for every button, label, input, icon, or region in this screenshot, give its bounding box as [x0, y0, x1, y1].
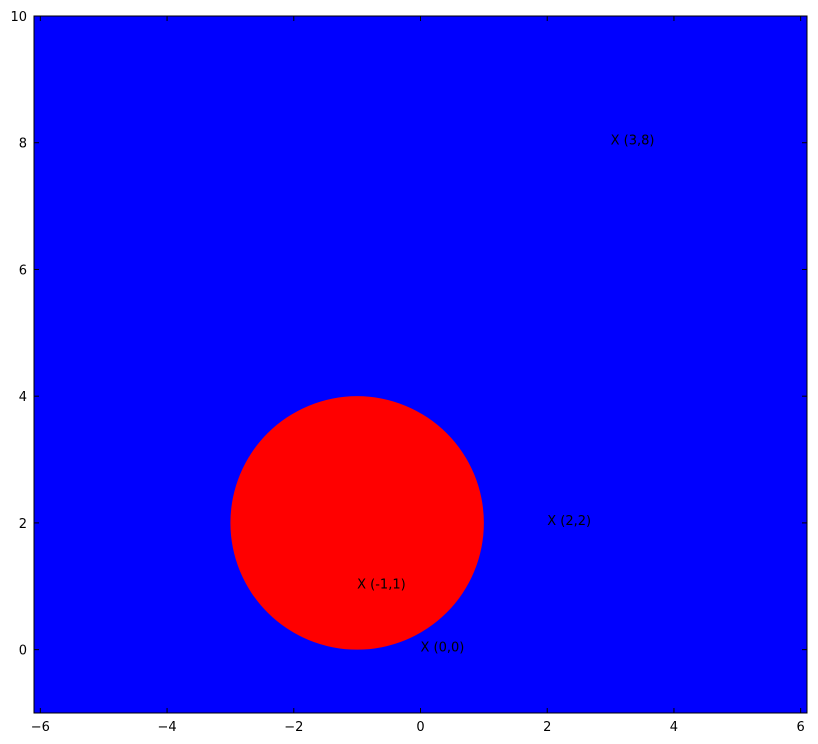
y-tick-label: 4	[19, 390, 27, 405]
x-tick-label: −2	[284, 720, 303, 735]
x-tick-label: 6	[797, 720, 805, 735]
axis-tick-labels: −6 −4 −2 0 2 4 6 0 2 4 6 8 10	[10, 10, 804, 735]
y-tick-label: 6	[19, 263, 27, 278]
plot-area	[34, 16, 807, 713]
axes-frame	[33, 15, 808, 714]
point-label: X (0,0)	[421, 641, 465, 656]
y-tick-label: 10	[10, 10, 27, 25]
y-tick-label: 0	[19, 644, 27, 659]
y-tick-label: 8	[19, 137, 27, 152]
point-label: X (-1,1)	[357, 577, 406, 592]
x-tick-label: −6	[31, 720, 50, 735]
point-annotations: X (3,8) X (2,2) X (-1,1) X (0,0)	[357, 134, 654, 656]
x-tick-label: 2	[543, 720, 551, 735]
x-tick-label: −4	[157, 720, 176, 735]
point-label: X (3,8)	[611, 134, 655, 149]
point-label: X (2,2)	[547, 514, 591, 529]
x-tick-label: 4	[670, 720, 678, 735]
circle-patch	[230, 396, 484, 650]
x-tick-label: 0	[416, 720, 424, 735]
y-tick-label: 2	[19, 517, 27, 532]
